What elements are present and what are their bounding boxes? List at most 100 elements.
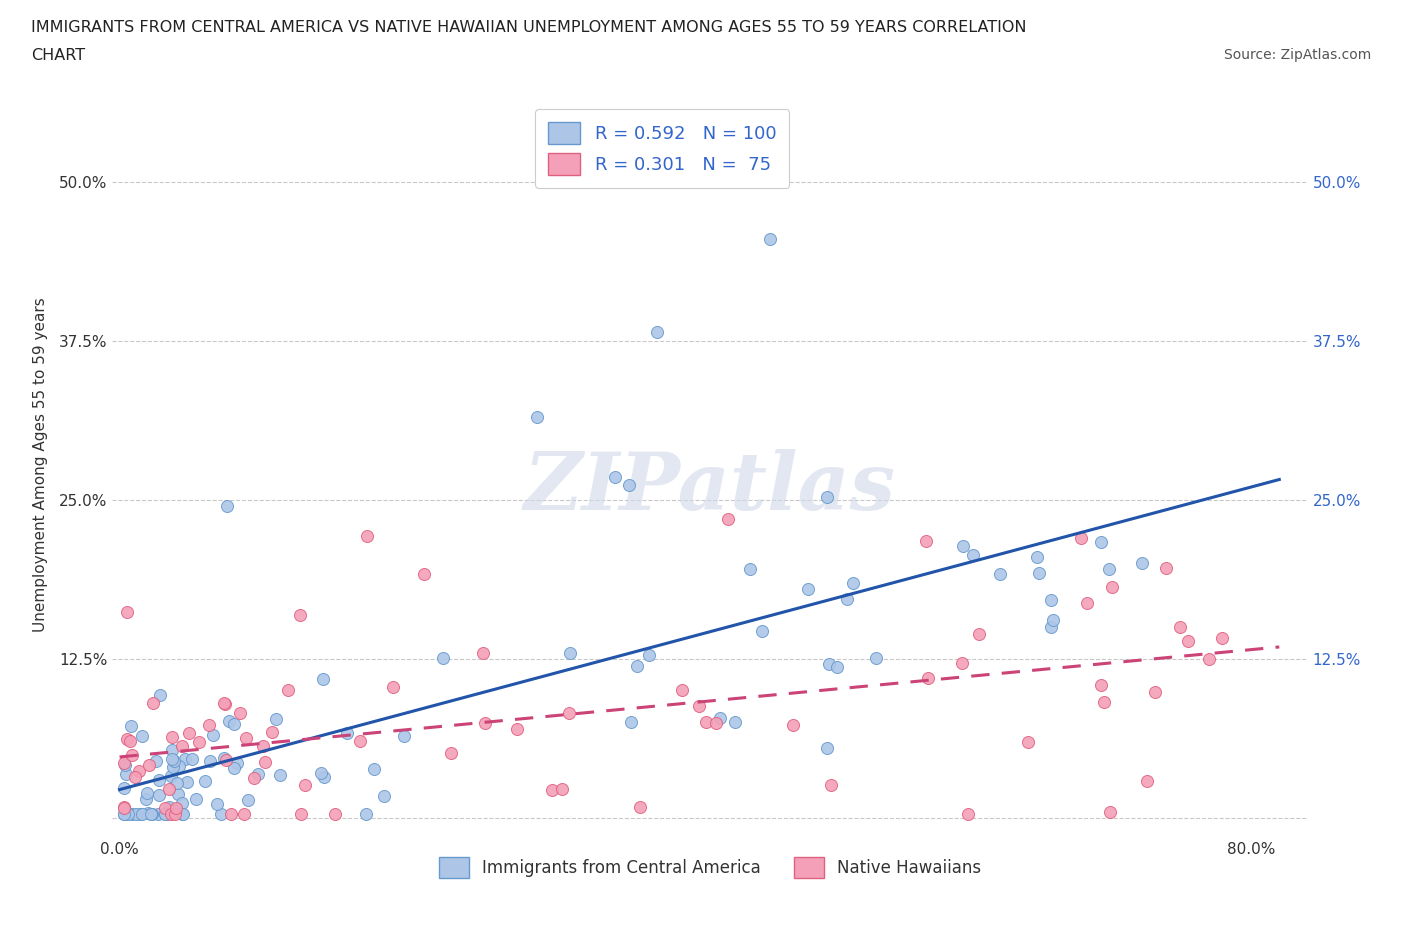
Point: [131, 729, 153, 744]
Point: [626, 658, 648, 673]
Point: [1168, 620, 1191, 635]
Point: [172, 806, 194, 821]
Point: [214, 751, 236, 765]
Point: [148, 806, 170, 821]
Point: [112, 800, 135, 815]
Point: [202, 728, 225, 743]
Point: [160, 806, 183, 821]
Point: [252, 739, 274, 754]
Point: [160, 742, 183, 757]
Point: [160, 730, 183, 745]
Point: [688, 698, 710, 713]
Point: [645, 325, 668, 339]
Point: [1211, 631, 1233, 645]
Point: [620, 715, 643, 730]
Point: [264, 711, 287, 726]
Point: [184, 791, 207, 806]
Point: [1098, 804, 1121, 819]
Point: [167, 759, 190, 774]
Point: [142, 696, 165, 711]
Point: [166, 776, 188, 790]
Point: [167, 787, 190, 802]
Point: [165, 801, 187, 816]
Point: [157, 781, 180, 796]
Point: [336, 725, 359, 740]
Point: [1076, 596, 1098, 611]
Point: [962, 548, 984, 563]
Point: [236, 793, 259, 808]
Point: [200, 754, 222, 769]
Point: [1130, 555, 1153, 570]
Point: [135, 791, 157, 806]
Point: [118, 734, 141, 749]
Point: [253, 755, 276, 770]
Point: [474, 716, 496, 731]
Point: [121, 719, 143, 734]
Point: [782, 718, 804, 733]
Point: [1090, 678, 1112, 693]
Point: [671, 683, 693, 698]
Point: [153, 806, 176, 821]
Point: [1143, 684, 1166, 699]
Point: [392, 728, 415, 743]
Point: [194, 773, 217, 788]
Point: [124, 770, 146, 785]
Point: [198, 718, 221, 733]
Point: [125, 806, 148, 821]
Y-axis label: Unemployment Among Ages 55 to 59 years: Unemployment Among Ages 55 to 59 years: [32, 298, 48, 632]
Point: [117, 806, 139, 821]
Point: [218, 713, 240, 728]
Point: [835, 591, 858, 606]
Point: [121, 806, 143, 821]
Point: [842, 576, 865, 591]
Point: [815, 740, 838, 755]
Point: [115, 732, 138, 747]
Point: [617, 477, 640, 492]
Point: [112, 780, 135, 795]
Point: [695, 715, 717, 730]
Point: [952, 538, 974, 553]
Point: [115, 804, 138, 819]
Point: [269, 767, 291, 782]
Point: [526, 410, 548, 425]
Point: [138, 758, 160, 773]
Point: [797, 581, 820, 596]
Text: IMMIGRANTS FROM CENTRAL AMERICA VS NATIVE HAWAIIAN UNEMPLOYMENT AMONG AGES 55 TO: IMMIGRANTS FROM CENTRAL AMERICA VS NATIV…: [31, 20, 1026, 35]
Point: [290, 806, 312, 821]
Point: [1017, 735, 1039, 750]
Point: [145, 754, 167, 769]
Point: [149, 687, 172, 702]
Point: [988, 566, 1011, 581]
Point: [172, 806, 194, 821]
Point: [157, 799, 180, 814]
Point: [172, 795, 194, 810]
Point: [112, 806, 135, 821]
Point: [724, 715, 747, 730]
Point: [540, 783, 562, 798]
Point: [187, 735, 209, 750]
Point: [312, 769, 335, 784]
Point: [472, 645, 495, 660]
Point: [163, 804, 186, 818]
Point: [1154, 561, 1177, 576]
Point: [224, 716, 246, 731]
Point: [363, 762, 385, 777]
Point: [865, 650, 887, 665]
Point: [506, 722, 529, 737]
Point: [825, 660, 848, 675]
Point: [288, 607, 311, 622]
Point: [129, 806, 152, 821]
Point: [246, 766, 269, 781]
Point: [112, 756, 135, 771]
Point: [260, 725, 283, 740]
Point: [1177, 633, 1199, 648]
Point: [153, 806, 176, 821]
Point: [226, 756, 249, 771]
Point: [740, 562, 762, 577]
Point: [170, 738, 193, 753]
Point: [148, 787, 170, 802]
Point: [162, 751, 184, 766]
Point: [138, 806, 160, 821]
Point: [628, 800, 651, 815]
Point: [309, 765, 332, 780]
